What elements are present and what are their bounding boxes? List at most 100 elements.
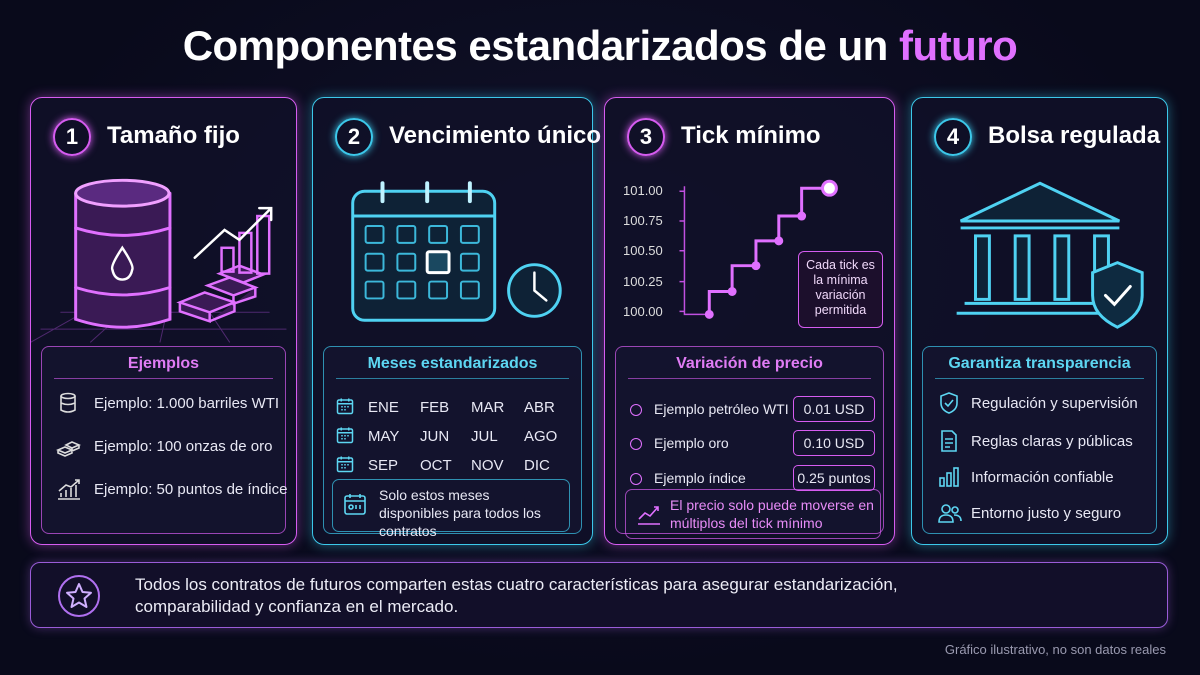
price-label: Ejemplo índice [654,470,746,486]
price-label: Ejemplo oro [654,435,729,451]
feature-text: Entorno justo y seguro [971,505,1122,522]
summary-text: Todos los contratos de futuros comparten… [135,575,898,616]
shape [193,208,271,259]
month-label: JUL [471,428,498,445]
bullet [630,438,642,450]
example-row: Ejemplo: 1.000 barriles WTI [42,391,285,415]
shape [956,301,1124,315]
shape [679,190,685,313]
price-row: Ejemplo índice 0.25 puntos [616,465,883,492]
shape [336,457,354,473]
shape [336,428,354,444]
shape [941,430,957,452]
examples-panel: Ejemplos Ejemplo: 1.000 barriles WTI Eje… [41,346,287,534]
shape [364,224,480,300]
shape [396,252,417,272]
shape [1053,234,1071,301]
shape [707,186,830,315]
index-icon [58,479,80,500]
exchange-illustration [956,181,1144,329]
shape [727,287,737,296]
title-highlight: futuro [899,22,1018,69]
shape [74,226,172,297]
price-label: Ejemplo petróleo WTI [654,401,789,417]
shape [256,214,271,275]
card-number: 1 [53,118,91,156]
shape [974,234,1110,301]
feature-row: Entorno justo y seguro [923,501,1156,525]
shape [396,280,417,300]
transparency-panel: Garantiza transparencia Regulación y sup… [922,346,1157,534]
shape [953,467,959,487]
document-icon [941,430,957,452]
month-label: SEP [368,457,399,474]
month-label: DIC [524,457,550,474]
shape [459,224,480,244]
shape [220,214,271,275]
card-tick: 3 Tick mínimo 101.00 100.75 100.50 100.25 10… [604,97,895,545]
month-label: AGO [524,428,558,445]
shape [704,211,807,319]
shape [60,396,76,413]
price-row: Ejemplo oro 0.10 USD [616,430,883,457]
shape [74,178,171,208]
shape [337,456,353,469]
card-expiry: 2 Vencimiento único Meses estandarizados… [312,97,601,545]
shape [56,441,82,457]
people-icon [938,504,962,523]
months-panel: Meses estandarizados ENE FEB MAR ABR MAY JUN J… [323,346,582,539]
shape [58,575,100,617]
shape [110,245,134,281]
shield-icon [940,392,958,414]
shape [459,280,480,300]
shape [941,504,951,514]
card-title: Vencimiento único [389,122,602,149]
example-row: Ejemplo: 50 puntos de índice [42,477,287,501]
bullet [630,473,642,485]
bars-icon [939,467,959,487]
card-number: 4 [934,118,972,156]
bullet [630,404,642,416]
price-value: 0.10 USD [793,430,875,456]
note-text: Solo estos meses disponibles para todos … [379,487,541,539]
shape [66,583,92,608]
shape [336,399,354,415]
shape [345,494,365,502]
shape [380,181,472,204]
month-label: MAR [471,399,505,416]
example-row: Ejemplo: 100 onzas de oro [42,434,285,458]
price-row: Ejemplo petróleo WTI 0.01 USD [616,396,883,423]
price-panel: Variación de precio Ejemplo petróleo WTI… [615,346,884,539]
page-title: Componentes estandarizados de un futuro [0,22,1200,70]
shape [60,392,76,400]
month-icon [336,398,354,415]
month-label: ENE [368,399,399,416]
shape [220,246,235,273]
example-text: Ejemplo: 1.000 barriles WTI [94,395,280,412]
card-exchange: 4 Bolsa regulada Garantiza transparencia… [911,97,1168,545]
shape [704,309,714,319]
tick-label: 100.50 [623,243,663,258]
tick-chart [679,179,838,319]
panel-title: Variación de precio [676,355,823,372]
shape [533,271,548,302]
disclaimer: Gráfico ilustrativo, no son datos reales [944,642,1166,657]
shape [946,472,952,487]
panel-title: Garantiza transparencia [948,355,1131,372]
shape [425,250,451,275]
tick-callout: Cada tick es la mínima variación permiti… [798,251,883,328]
month-label: MAY [368,428,400,445]
month-label: OCT [420,457,452,474]
shape [204,276,259,306]
price-value: 0.01 USD [793,396,875,422]
feature-text: Regulación y supervisión [971,395,1138,412]
shape [959,181,1121,223]
panel-title: Meses estandarizados [367,355,538,372]
shape [364,280,385,300]
month-label: NOV [471,457,504,474]
shape [176,264,267,323]
star-icon [58,575,100,617]
shape [751,261,761,271]
shape [774,236,784,246]
panel-divider [935,378,1144,379]
